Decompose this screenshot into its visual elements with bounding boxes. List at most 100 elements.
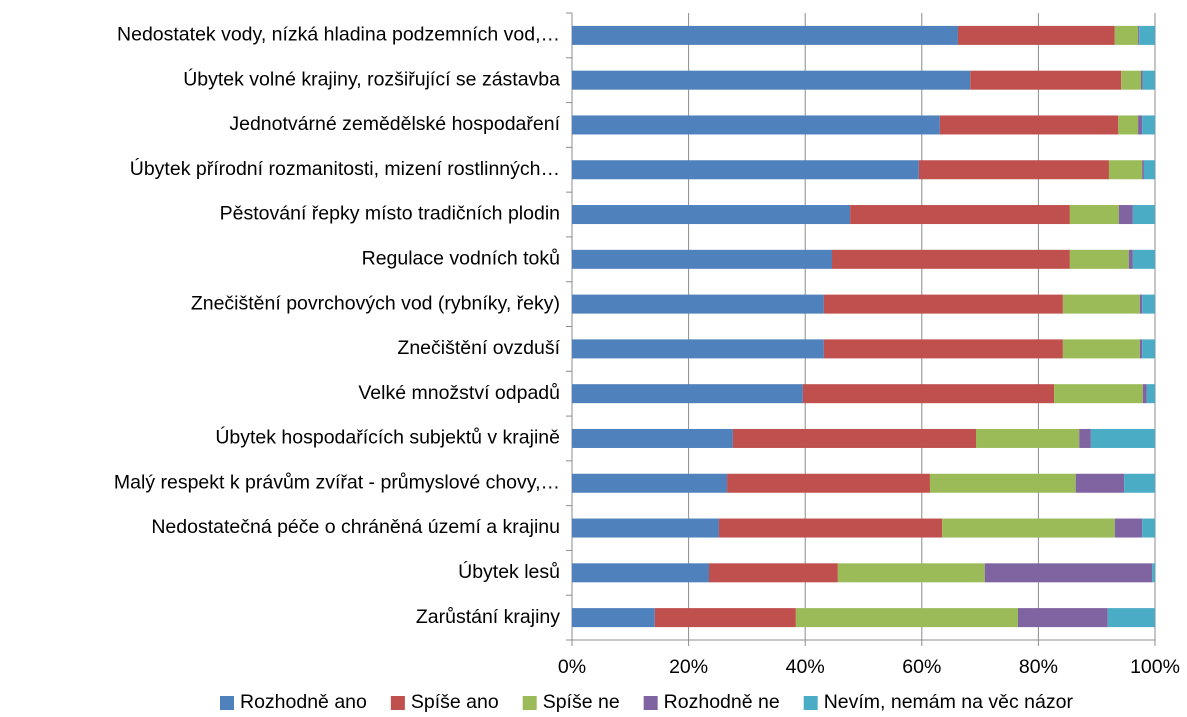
bar-segment [957, 25, 1115, 45]
bar-segment [929, 473, 1076, 493]
bar-segment [1118, 205, 1133, 225]
bar-segment [1062, 339, 1140, 359]
y-tick-label: Velké množství odpadů [358, 382, 560, 404]
y-tick-label: Úbytek volné krajiny, rozšiřující se zás… [183, 67, 560, 90]
legend-label: Rozhodně ne [664, 691, 780, 713]
bar-segment [572, 339, 824, 359]
y-tick-label: Znečištění ovzduší [397, 337, 560, 359]
bar-segment [939, 115, 1119, 135]
bar-segment [1142, 339, 1155, 359]
bar-segment [984, 563, 1153, 583]
x-tick-label: 0% [558, 656, 586, 678]
bar-segment [1062, 294, 1140, 314]
bar-segment [572, 608, 655, 628]
bar-segment [572, 205, 851, 225]
bar-segment [1107, 608, 1155, 628]
bar-segment [942, 518, 1115, 538]
y-tick-label: Úbytek přírodní rozmanitosti, mizení ros… [130, 157, 560, 180]
y-tick-label: Nedostatek vody, nízká hladina podzemníc… [117, 24, 560, 46]
bar-segment [572, 294, 824, 314]
bar-segment [976, 428, 1080, 448]
bar-segment [572, 115, 940, 135]
x-tick-label: 60% [902, 656, 941, 678]
bar-segment [1114, 518, 1143, 538]
bar-segment [1132, 205, 1155, 225]
bar-segment [918, 160, 1109, 180]
bar-segment [572, 384, 803, 404]
bar-segment [1142, 294, 1155, 314]
bar-segment [1124, 473, 1155, 493]
legend-swatch [220, 696, 234, 710]
bar-segment [1141, 70, 1143, 90]
bar-segment [823, 339, 1063, 359]
bar-segment [572, 249, 833, 269]
bar-segment [1142, 518, 1155, 538]
bar-segment [837, 563, 985, 583]
y-tick-label: Úbytek hospodařících subjektů v krajině [215, 426, 560, 449]
bar-segment [1114, 25, 1139, 45]
y-tick-label: Jednotvárné zemědělské hospodaření [229, 113, 560, 135]
bar-segment [572, 518, 719, 538]
bar-segment [1142, 384, 1147, 404]
bar-segment [832, 249, 1070, 269]
legend-label: Spíše ano [411, 691, 499, 713]
bar-segment [572, 563, 710, 583]
x-tick-label: 80% [1019, 656, 1058, 678]
bar-segment [727, 473, 930, 493]
bar-segment [1138, 25, 1140, 45]
bar-segment [654, 608, 796, 628]
bar-segment [709, 563, 838, 583]
bar-segment [572, 160, 919, 180]
bar-segment [1128, 249, 1133, 269]
bar-segment [1142, 160, 1144, 180]
y-tick-label: Znečištění povrchových vod (rybníky, řek… [191, 292, 560, 314]
legend-swatch [803, 696, 818, 710]
bar-segment [1132, 249, 1155, 269]
bar-segment [1069, 205, 1119, 225]
bar-segment [1143, 160, 1155, 180]
legend-swatch [643, 696, 658, 710]
y-tick-label: Malý respekt k právům zvířat - průmyslov… [114, 471, 560, 493]
y-tick-label: Regulace vodních toků [362, 247, 560, 269]
bar-segment [1069, 249, 1129, 269]
bar-segment [850, 205, 1070, 225]
x-tick-label: 100% [1130, 656, 1180, 678]
legend-label: Nevím, nemám na věc názor [824, 691, 1074, 713]
bar-segment [1118, 115, 1139, 135]
bar-segment [970, 70, 1122, 90]
bar-segment [1075, 473, 1125, 493]
bar-segment [572, 473, 728, 493]
bar-segment [1142, 115, 1155, 135]
bar-segment [572, 428, 733, 448]
bar-segment [1079, 428, 1091, 448]
y-tick-label: Úbytek lesů [458, 560, 560, 583]
bar-segment [823, 294, 1063, 314]
y-tick-label: Pěstování řepky místo tradičních plodin [220, 203, 560, 225]
legend-swatch [522, 696, 537, 710]
x-tick-label: 20% [669, 656, 708, 678]
bar-segment [795, 608, 1018, 628]
bar-segment [1108, 160, 1143, 180]
bar-segment [718, 518, 943, 538]
bar-segment [732, 428, 977, 448]
legend-swatch [390, 696, 405, 710]
x-tick-label: 40% [786, 656, 825, 678]
bar-segment [1054, 384, 1143, 404]
bar-segment [1139, 339, 1143, 359]
bar-segment [1139, 25, 1155, 45]
bar-segment [572, 25, 958, 45]
legend-label: Spíše ne [543, 691, 620, 713]
bar-segment [572, 70, 971, 90]
legend-label: Rozhodně ano [240, 691, 367, 713]
bar-segment [1152, 563, 1155, 583]
bar-segment [802, 384, 1055, 404]
bar-segment [1142, 70, 1155, 90]
bar-segment [1121, 70, 1142, 90]
bar-segment [1146, 384, 1155, 404]
bar-segment [1017, 608, 1108, 628]
y-tick-label: Zarůstání krajiny [416, 606, 560, 628]
y-tick-label: Nedostatečná péče o chráněná území a kra… [151, 516, 560, 538]
bar-segment [1090, 428, 1155, 448]
bar-segment [1138, 115, 1143, 135]
bar-segment [1139, 294, 1143, 314]
